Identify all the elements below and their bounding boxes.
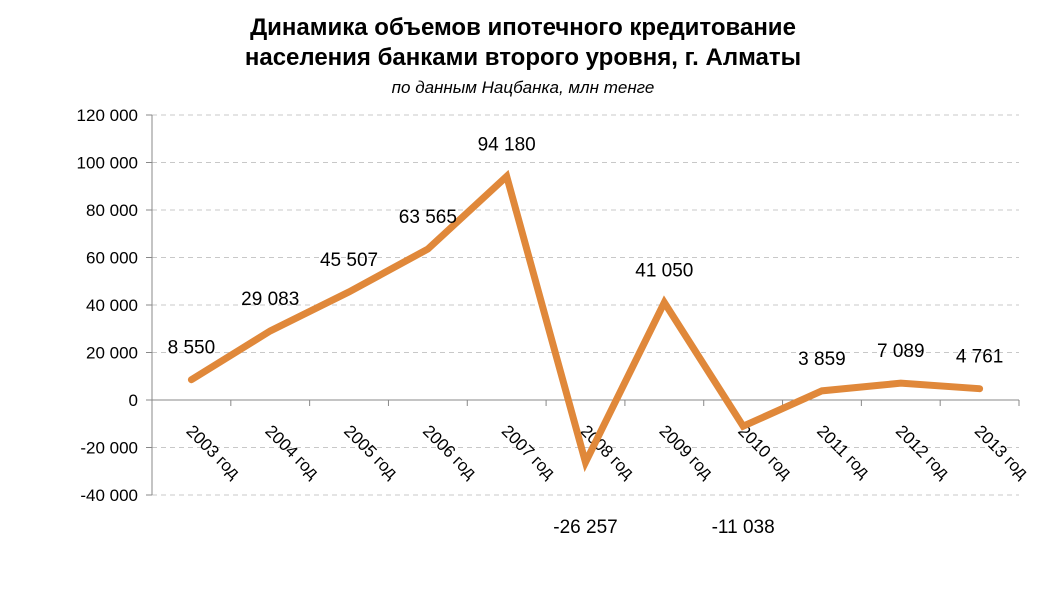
series-line [187,169,984,473]
y-tick-label: 120 000 [77,106,138,125]
y-tick-label: 20 000 [86,344,138,363]
data-label: 3 859 [798,349,846,370]
data-point [899,382,902,385]
x-tick-label: 2009 год [655,421,716,482]
data-point [269,329,272,332]
data-label: 94 180 [478,134,536,155]
y-tick-label: -40 000 [80,486,138,505]
series [187,169,984,473]
y-tick-label: 80 000 [86,201,138,220]
y-tick-label: 60 000 [86,249,138,268]
data-point [663,301,666,304]
y-tick-label: 40 000 [86,296,138,315]
x-tick-labels: 2003 год 2004 год 2005 год 2006 год 2007 год… [183,421,1032,482]
x-tick-label: 2011 год [813,421,873,481]
data-labels: 8 550 29 083 45 507 63 565 94 180 -26 257 41 0… [168,134,1004,538]
data-label: 7 089 [877,341,925,362]
chart-subtitle: по данным Нацбанка, млн тенге [391,78,655,97]
chart-title-line1: Динамика объемов ипотечного кредитование [250,14,796,41]
data-label: 29 083 [241,289,299,310]
data-label: 63 565 [399,207,457,228]
y-tick-label: 0 [129,391,138,410]
data-point [348,290,351,293]
data-label: 45 507 [320,250,378,271]
chart-title-line2: населения банками второго уровня, г. Алм… [244,44,802,71]
y-tick-label: 100 000 [77,154,138,173]
gridlines [152,114,1019,496]
data-label: -11 038 [712,517,775,538]
data-point [742,425,745,428]
x-tick-label: 2004 год [261,421,322,482]
x-tick-label: 2010 год [734,421,795,482]
x-tick-label: 2003 год [183,421,244,482]
y-tick-labels: -40 000 -20 000 0 20 000 40 000 60 000 80 000 1… [77,106,138,505]
x-tick-label: 2005 год [340,421,401,482]
data-label: 4 761 [956,347,1004,368]
data-label: 8 550 [168,338,216,359]
data-label: -26 257 [553,517,617,538]
x-tick-label: 2012 год [892,421,953,482]
y-tick-label: -20 000 [80,439,138,458]
x-tick-label: 2007 год [498,421,559,482]
data-point [584,461,587,464]
x-tick-label: 2013 год [971,421,1032,482]
data-point [820,389,823,392]
data-point [505,175,508,178]
x-tick-label: 2006 год [419,421,480,482]
data-point [190,378,193,381]
data-point [426,248,429,251]
data-point [978,387,981,390]
data-label: 41 050 [635,261,693,282]
axes [146,114,1020,496]
